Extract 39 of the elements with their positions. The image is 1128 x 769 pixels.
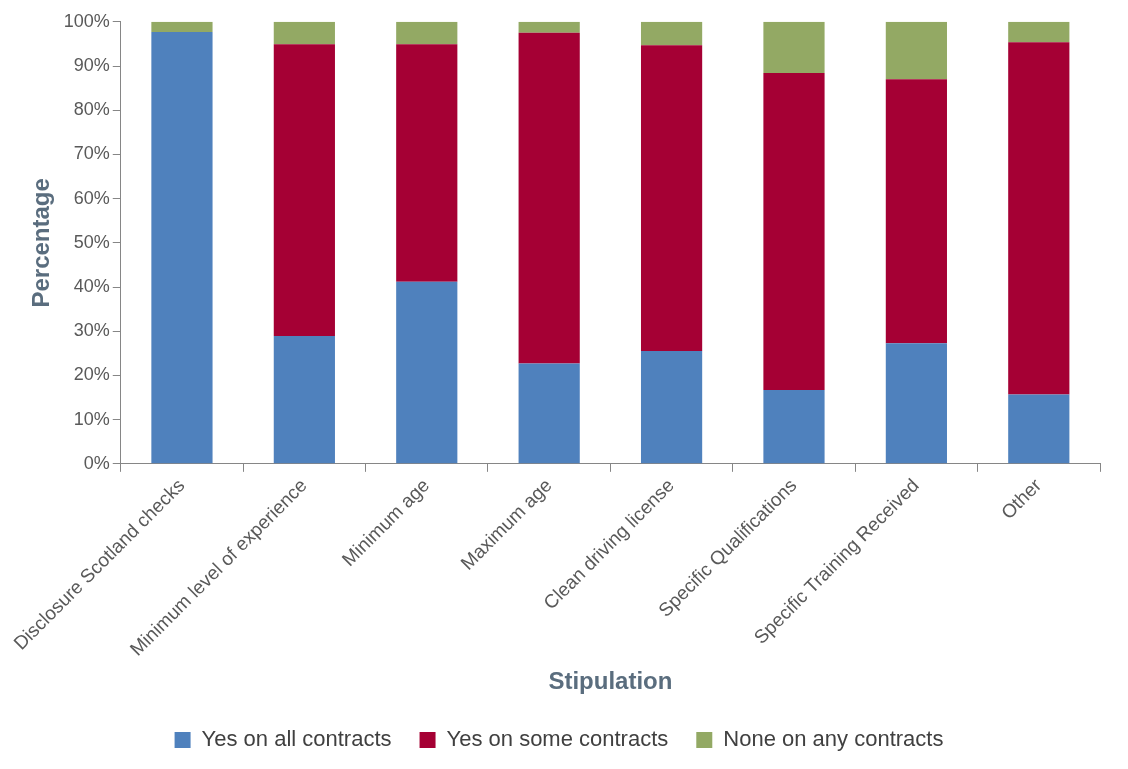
bar bbox=[885, 21, 947, 80]
y-tick-label: 50% bbox=[73, 231, 110, 252]
y-tick-label: 20% bbox=[73, 364, 110, 385]
bar bbox=[763, 21, 825, 74]
legend-label: None on any contracts bbox=[723, 726, 944, 752]
legend-label: Yes on some contracts bbox=[446, 726, 669, 752]
y-tick-label: 90% bbox=[73, 54, 110, 75]
bar bbox=[273, 21, 335, 45]
bar bbox=[763, 390, 825, 464]
y-tick-label: 100% bbox=[63, 10, 110, 31]
bar bbox=[1008, 394, 1070, 464]
bar bbox=[396, 281, 458, 464]
bar bbox=[518, 32, 580, 364]
bar bbox=[763, 73, 825, 391]
bar bbox=[273, 44, 335, 337]
bar bbox=[885, 343, 947, 464]
bar bbox=[151, 21, 213, 32]
y-axis-title: Percentage bbox=[26, 178, 54, 308]
bar bbox=[885, 79, 947, 344]
legend-label: Yes on all contracts bbox=[201, 726, 392, 752]
x-axis-title: Stipulation bbox=[548, 667, 673, 695]
bar bbox=[518, 21, 580, 33]
bar bbox=[1008, 42, 1070, 395]
bar bbox=[396, 21, 458, 45]
y-tick-label: 80% bbox=[73, 99, 110, 120]
y-tick-label: 10% bbox=[73, 408, 110, 429]
bar bbox=[640, 351, 703, 464]
bar bbox=[640, 45, 703, 352]
bar bbox=[518, 363, 580, 464]
bar bbox=[1008, 21, 1070, 43]
y-tick-label: 60% bbox=[73, 187, 110, 208]
bar bbox=[640, 21, 703, 46]
y-tick-label: 40% bbox=[73, 275, 110, 296]
y-tick-label: 70% bbox=[73, 143, 110, 164]
y-tick-label: 0% bbox=[83, 452, 110, 473]
bar bbox=[273, 336, 335, 464]
y-tick-label: 30% bbox=[73, 320, 110, 341]
bar bbox=[396, 44, 458, 282]
bar bbox=[151, 31, 213, 464]
